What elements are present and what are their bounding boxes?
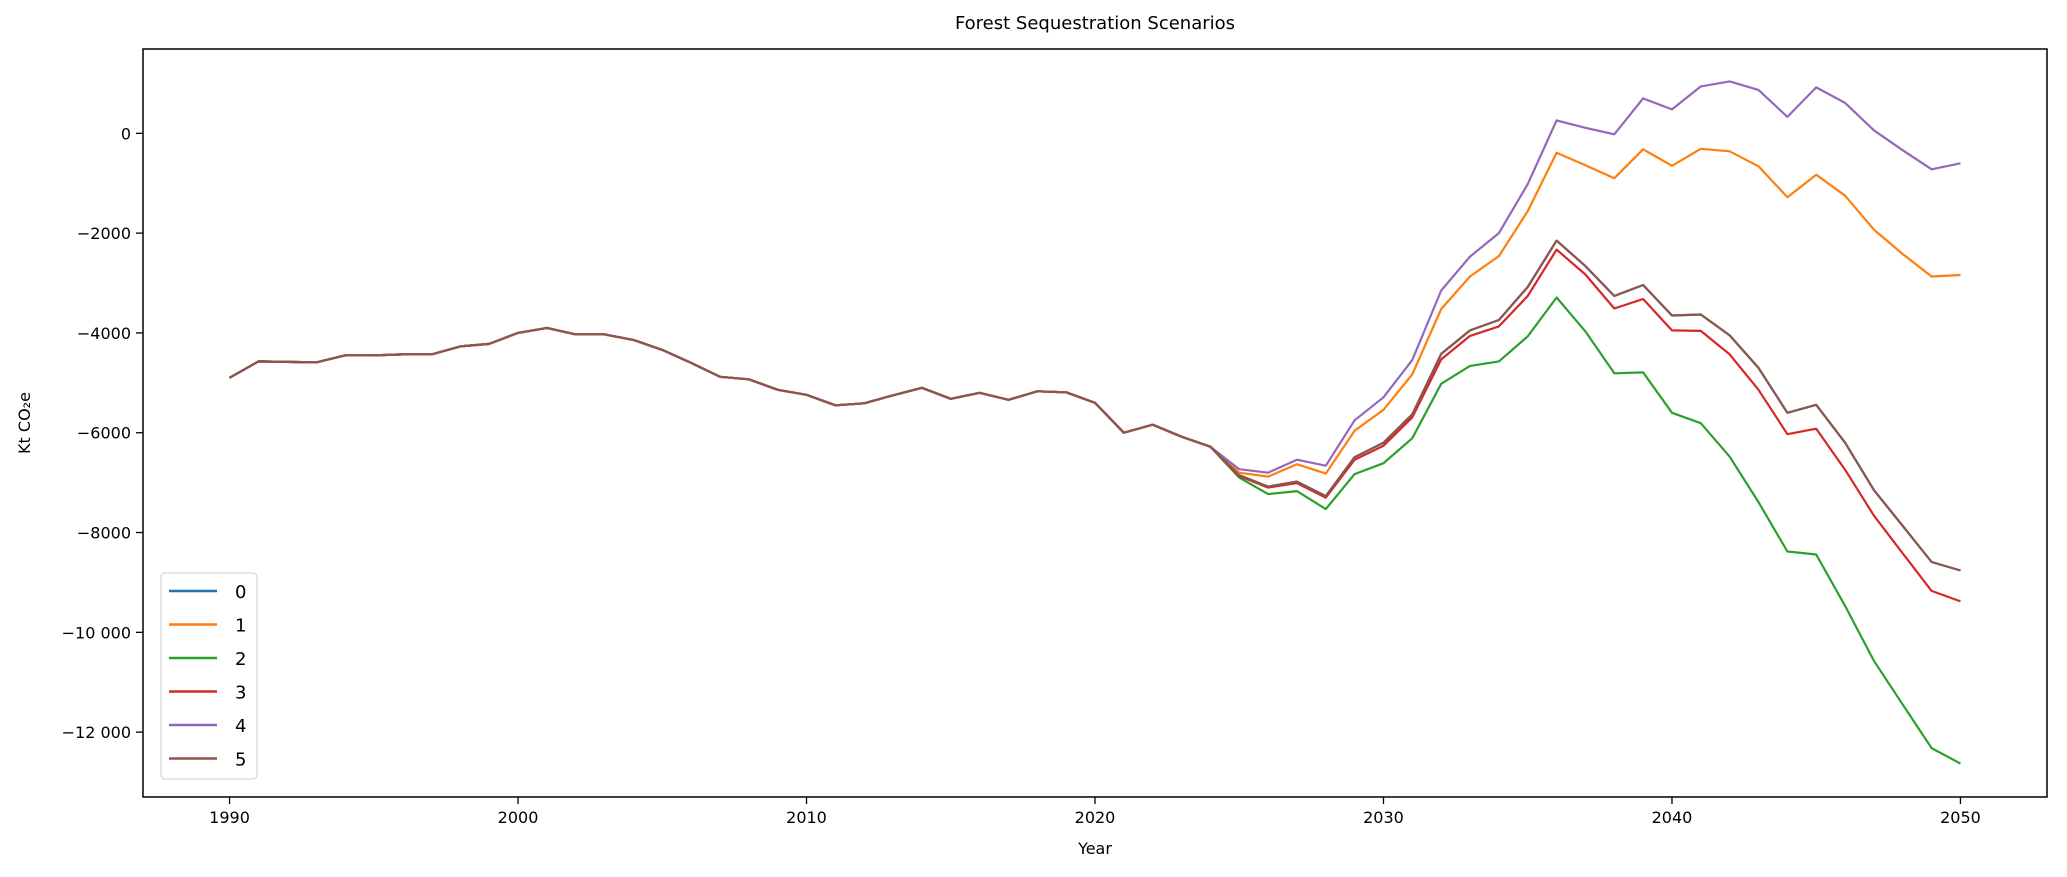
x-tick-label: 2000 xyxy=(498,808,539,827)
series-line-5 xyxy=(228,239,1961,572)
y-axis-label: Kt CO₂e xyxy=(15,392,34,454)
legend-label: 4 xyxy=(235,716,246,737)
x-axis: 1990 2000 2010 2020 2030 2040 2050 xyxy=(209,797,1981,827)
y-tick-label: −12 000 xyxy=(62,723,131,742)
series-line-3 xyxy=(228,248,1961,603)
legend-label: 2 xyxy=(235,649,246,670)
legend-label: 5 xyxy=(235,750,246,771)
x-tick-label: 2050 xyxy=(1940,808,1981,827)
x-tick-label: 2010 xyxy=(786,808,827,827)
legend-label: 0 xyxy=(235,582,246,603)
chart-title: Forest Sequestration Scenarios xyxy=(955,13,1235,34)
y-tick-label: −10 000 xyxy=(62,623,131,642)
series-line-1 xyxy=(228,147,1961,478)
y-tick-label: −4000 xyxy=(77,324,131,343)
y-tick-label: −8000 xyxy=(77,524,131,543)
series-line-2 xyxy=(228,296,1962,765)
y-axis: 0 −2000 −4000 −6000 −8000 −10 000 −12 000 xyxy=(62,124,143,742)
x-tick-label: 2020 xyxy=(1075,808,1116,827)
y-tick-label: −6000 xyxy=(77,424,131,443)
legend: 0 1 2 3 4 5 xyxy=(160,572,258,780)
series-line-4 xyxy=(228,80,1961,474)
x-axis-label: Year xyxy=(1077,839,1112,858)
x-tick-label: 1990 xyxy=(209,808,250,827)
series-line-0 xyxy=(228,239,1961,572)
x-tick-label: 2040 xyxy=(1652,808,1693,827)
legend-label: 3 xyxy=(235,683,246,704)
plot-frame xyxy=(142,48,2048,798)
x-tick-label: 2030 xyxy=(1363,808,1404,827)
legend-box xyxy=(160,572,258,780)
series-lines xyxy=(228,80,1962,765)
y-tick-label: 0 xyxy=(121,124,131,143)
legend-label: 1 xyxy=(235,616,246,637)
y-tick-label: −2000 xyxy=(77,224,131,243)
